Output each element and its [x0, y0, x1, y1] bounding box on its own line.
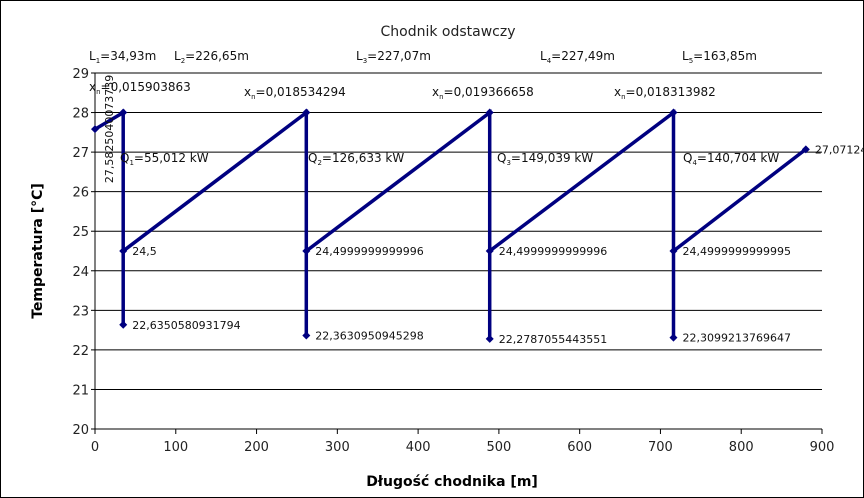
- data-point-marker: [801, 145, 810, 154]
- y-tick-label: 28: [72, 107, 89, 122]
- y-tick-label: 20: [72, 423, 89, 438]
- y-tick-labels: 20 21 22 23 24 25 26 27 28 29: [72, 67, 89, 438]
- data-point-marker: [485, 334, 494, 343]
- data-point-marker: [119, 108, 128, 117]
- length-annotation: L1=34,93m: [89, 49, 156, 65]
- data-label: 22,6350580931794: [132, 319, 240, 332]
- data-label: 24,4999999999995: [682, 245, 790, 258]
- data-point-marker: [91, 125, 99, 134]
- x-tick-labels: 0 100 200 300 400 500 600 700 800 900: [91, 440, 835, 455]
- x-tick-label: 700: [648, 440, 673, 455]
- x-tick-label: 900: [810, 440, 835, 455]
- data-point-marker: [119, 320, 128, 329]
- y-tick-label: 23: [72, 304, 89, 319]
- x-tick-label: 400: [406, 440, 431, 455]
- x-tick-label: 300: [325, 440, 350, 455]
- y-tick-label: 27: [72, 146, 89, 161]
- xn-annotation: xn=0,019366658: [432, 85, 534, 101]
- x-tick-label: 600: [567, 440, 592, 455]
- series-markers: [91, 108, 810, 343]
- y-tick-label: 24: [72, 265, 89, 280]
- data-point-marker: [485, 247, 494, 255]
- x-tick-label: 200: [244, 440, 269, 455]
- data-label: 22,3630950945298: [315, 330, 423, 343]
- y-axis-title: Temperatura [°C]: [30, 183, 46, 319]
- heat-annotation: Q1=55,012 kW: [120, 151, 209, 167]
- xn-annotation: xn=0,018534294: [244, 85, 346, 101]
- data-point-marker: [302, 331, 311, 340]
- data-point-marker: [669, 247, 678, 255]
- data-point-marker: [669, 333, 678, 342]
- data-labels: 27,5825040073739 24,5 22,6350580931794 24,4…: [103, 75, 864, 346]
- x-tick-label: 100: [163, 440, 188, 455]
- data-label: 24,4999999999996: [315, 245, 423, 258]
- y-tick-label: 26: [72, 186, 89, 201]
- y-tick-label: 25: [72, 225, 89, 240]
- chart-title: Chodnik odstawczy: [380, 24, 515, 40]
- y-tick-label: 21: [72, 383, 89, 398]
- data-point-marker: [669, 108, 678, 117]
- xn-annotation: xn=0,018313982: [614, 85, 716, 101]
- series-path: [94, 109, 807, 339]
- length-annotation: L3=227,07m: [356, 49, 431, 65]
- length-annotation: L5=163,85m: [682, 49, 757, 65]
- y-tick-label: 22: [72, 344, 89, 359]
- xn-annotation: xn=0,015903863: [89, 80, 191, 96]
- x-axis-title: Długość chodnika [m]: [366, 474, 538, 490]
- series-line: [94, 109, 807, 339]
- x-tick-label: 0: [91, 440, 99, 455]
- data-label: 24,4999999999996: [499, 245, 607, 258]
- length-annotation: L2=226,65m: [174, 49, 249, 65]
- y-tick-label: 29: [72, 67, 89, 82]
- x-tick-label: 800: [729, 440, 754, 455]
- data-label: 27,07124: [815, 143, 864, 156]
- length-annotation: L4=227,49m: [540, 49, 615, 65]
- heat-annotation: Q4=140,704 kW: [683, 151, 779, 167]
- x-tick-label: 500: [486, 440, 511, 455]
- data-label: 24,5: [132, 245, 157, 258]
- heat-annotation: Q3=149,039 kW: [497, 151, 593, 167]
- data-point-marker: [302, 247, 311, 255]
- data-point-marker: [485, 108, 494, 117]
- data-point-marker: [119, 247, 128, 255]
- data-label: 22,2787055443551: [499, 333, 607, 346]
- annotations: L1=34,93m L2=226,65m L3=227,07m L4=227,49m L…: [89, 49, 779, 167]
- heat-annotation: Q2=126,633 kW: [308, 151, 404, 167]
- data-label: 27,5825040073739: [103, 75, 116, 183]
- data-point-marker: [302, 108, 311, 117]
- data-label: 22,3099213769647: [682, 332, 790, 345]
